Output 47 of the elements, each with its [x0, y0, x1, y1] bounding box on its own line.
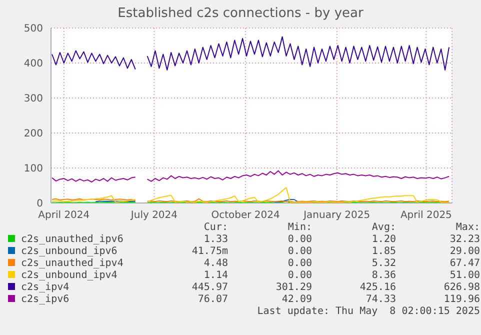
text: 301.29 — [274, 281, 312, 293]
text: 8.36 — [370, 269, 396, 281]
legend-label: c2s_ipv6 — [20, 293, 70, 305]
x-tick-label: April 2025 — [400, 210, 452, 222]
text: Max: — [454, 221, 480, 233]
text: 42.09 — [280, 293, 312, 305]
text: 1.33 — [202, 233, 228, 245]
text: 5.32 — [370, 257, 396, 269]
text: 0.00 — [286, 257, 312, 269]
text: 0.00 — [286, 245, 312, 257]
legend-label: c2s_unbound_ipv4 — [20, 269, 118, 281]
y-tick-label: 200 — [24, 128, 43, 140]
text: 76.07 — [196, 293, 228, 305]
text: 32.23 — [448, 233, 480, 245]
text: 1.20 — [370, 233, 396, 245]
y-tick-label: 300 — [24, 94, 43, 105]
text: 0.00 — [286, 233, 312, 245]
text: 1.85 — [370, 245, 396, 257]
text: 445.97 — [190, 281, 228, 293]
x-tick-label: July 2024 — [130, 210, 178, 222]
text: Cur: — [202, 221, 228, 233]
text: 67.47 — [448, 257, 480, 269]
text: 1.14 — [202, 269, 228, 281]
x-tick-label: January 2025 — [302, 210, 370, 222]
text: 626.98 — [442, 281, 480, 293]
chart-title: Established c2s connections - by year — [116, 6, 364, 21]
text: 51.00 — [448, 269, 480, 281]
text: 4.48 — [202, 257, 228, 269]
y-tick-label: 0 — [36, 198, 43, 210]
x-tick-label: April 2024 — [38, 210, 90, 222]
legend-label: c2s_unauthed_ipv6 — [20, 233, 124, 245]
x-tick-label: October 2024 — [211, 210, 280, 222]
legend-label: c2s_unbound_ipv6 — [20, 245, 118, 257]
text: 425.16 — [358, 281, 396, 293]
y-tick-label: 100 — [24, 164, 43, 175]
text: 74.33 — [364, 293, 396, 305]
legend-label: c2s_unauthed_ipv4 — [20, 257, 124, 269]
text: 0.00 — [286, 269, 312, 281]
y-tick-label: 500 — [24, 24, 43, 35]
text: 41.75m — [190, 245, 228, 257]
legend-label: c2s_ipv4 — [20, 281, 70, 293]
text: Last update: Thu May 8 02:00:15 2025 — [256, 305, 480, 317]
text: 119.96 — [442, 293, 480, 305]
text: Avg: — [370, 221, 396, 233]
text: 29.00 — [448, 245, 480, 257]
text: Min: — [286, 221, 312, 233]
y-tick-label: 400 — [24, 58, 43, 70]
